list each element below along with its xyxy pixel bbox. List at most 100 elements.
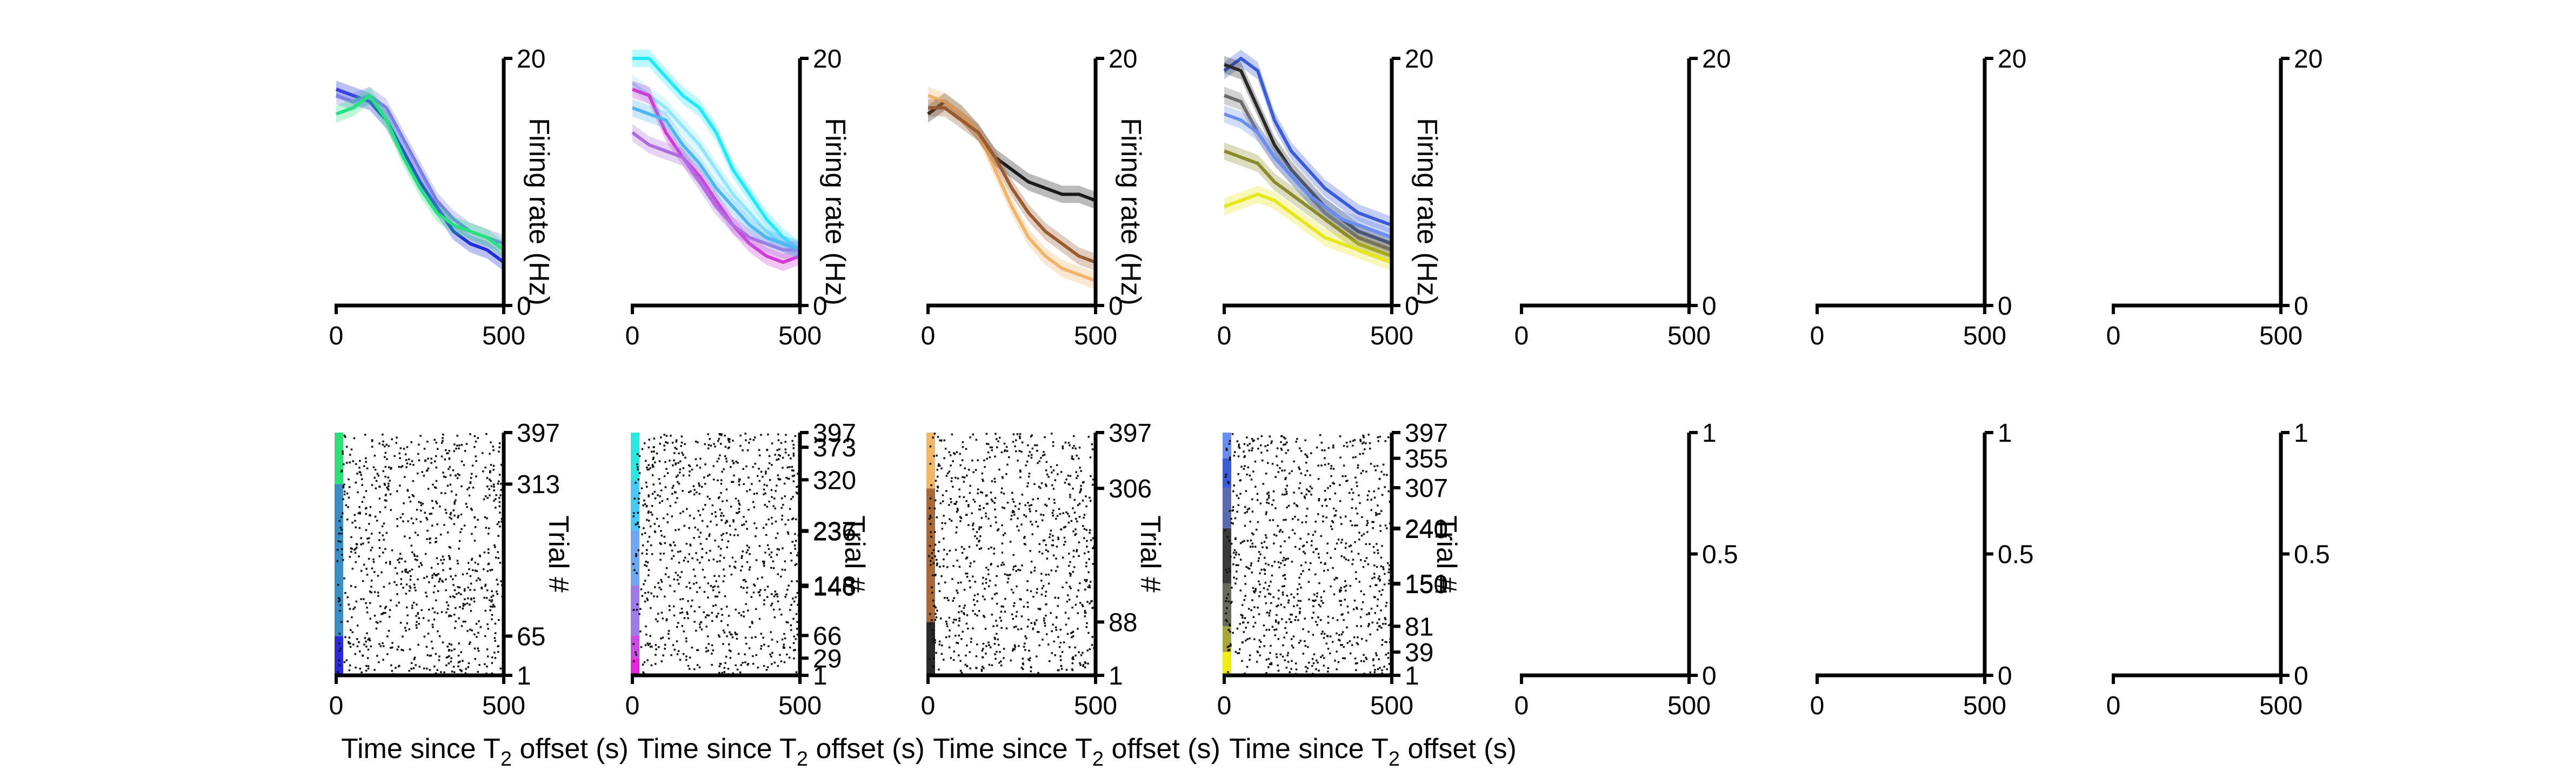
spike <box>721 672 723 674</box>
spike <box>452 584 455 586</box>
spike <box>419 562 422 565</box>
spike <box>1079 664 1082 666</box>
spike <box>963 613 966 615</box>
spike <box>1250 609 1252 612</box>
spike <box>792 517 795 520</box>
spike <box>635 651 637 654</box>
spike <box>934 531 936 533</box>
spike <box>1042 539 1045 542</box>
spike <box>1266 612 1268 614</box>
spike <box>491 656 493 659</box>
spike <box>712 649 715 652</box>
spike <box>1017 459 1019 462</box>
x-tick-label: 0 <box>2106 322 2121 350</box>
spike <box>373 614 376 617</box>
spike <box>1045 590 1047 593</box>
spike <box>1019 470 1022 473</box>
spike <box>653 595 655 597</box>
spike <box>1282 493 1284 496</box>
spike <box>375 480 378 482</box>
spike <box>709 497 711 500</box>
x-tick-label: 500 <box>1963 322 2006 350</box>
spike <box>755 535 757 537</box>
spike <box>1372 546 1375 548</box>
spike <box>369 506 372 508</box>
spike <box>365 669 368 672</box>
spike <box>344 592 346 594</box>
spike <box>793 635 796 637</box>
spike <box>965 572 967 575</box>
spike <box>388 466 390 468</box>
spike <box>1002 606 1004 608</box>
spike <box>933 574 936 576</box>
spike <box>985 645 987 647</box>
spike <box>784 560 786 562</box>
spike <box>793 649 795 652</box>
condition-band <box>335 484 343 636</box>
spike <box>1378 625 1380 628</box>
spike <box>1085 529 1087 531</box>
spike <box>484 583 487 586</box>
spike <box>1340 589 1342 592</box>
spike <box>371 567 373 569</box>
spike <box>1377 552 1379 554</box>
spike <box>1244 506 1246 508</box>
spike <box>780 497 783 500</box>
spike <box>381 525 384 528</box>
spike <box>1031 523 1033 526</box>
spike <box>723 671 726 673</box>
spike <box>386 486 388 489</box>
spike <box>489 470 491 473</box>
spike <box>1049 536 1051 539</box>
spike <box>793 657 795 660</box>
spike <box>1026 626 1029 628</box>
spike <box>494 632 497 634</box>
spike <box>1373 576 1376 579</box>
spike <box>431 524 433 527</box>
spike <box>433 486 436 488</box>
spike <box>783 482 786 485</box>
spike <box>470 582 472 585</box>
spike <box>1293 532 1296 535</box>
spike <box>695 458 697 460</box>
spike <box>1316 623 1318 626</box>
spike <box>1018 502 1021 505</box>
spike <box>978 540 980 543</box>
spike <box>966 474 968 477</box>
spike <box>1062 556 1064 559</box>
spike <box>671 487 673 489</box>
spike <box>1065 623 1067 626</box>
spike <box>987 443 990 446</box>
spike <box>947 599 950 601</box>
spike <box>732 519 735 521</box>
spike <box>796 554 798 556</box>
spike <box>1257 560 1259 562</box>
spike <box>749 553 751 555</box>
spike <box>1343 619 1345 621</box>
spike <box>693 668 696 670</box>
spike <box>1063 641 1065 643</box>
spike <box>1353 439 1356 441</box>
spike <box>1385 602 1388 604</box>
spike <box>1084 615 1086 617</box>
spike <box>1380 627 1383 629</box>
spike <box>1232 522 1234 524</box>
spike <box>1366 531 1369 533</box>
spike <box>1072 635 1075 637</box>
spike <box>1350 520 1352 522</box>
spike <box>724 522 727 524</box>
spike <box>740 664 742 666</box>
spike <box>1265 659 1267 661</box>
spike <box>731 481 733 483</box>
spike <box>426 441 429 443</box>
spike <box>1284 469 1286 471</box>
spike <box>1069 475 1072 477</box>
spike <box>680 607 683 610</box>
spike <box>1338 639 1340 641</box>
spike <box>1267 563 1270 566</box>
spike <box>1291 561 1293 563</box>
spike <box>698 666 701 668</box>
spike <box>1026 460 1029 463</box>
spike <box>349 556 351 558</box>
spike <box>1023 537 1025 539</box>
